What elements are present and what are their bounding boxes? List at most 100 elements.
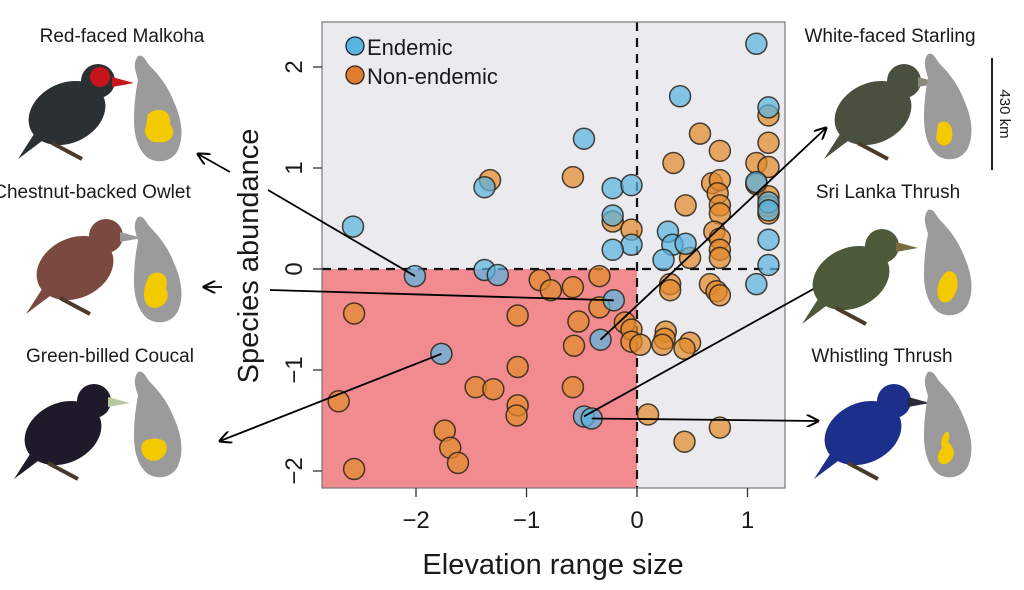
- bird-illustration: [26, 219, 142, 316]
- annotation-arrow-sri-lanka-thrush: [583, 282, 826, 418]
- y-axis-label: Species abundance: [233, 129, 265, 384]
- non-endemic-point: [673, 430, 696, 453]
- endemic-point: [757, 228, 780, 251]
- species-label: Whistling Thrush: [811, 346, 952, 367]
- range-area: [937, 271, 958, 303]
- endemic-point: [757, 199, 780, 222]
- species-panel-sri-lanka-thrush: Sri Lanka Thrush: [802, 182, 972, 326]
- x-tick-label: −2: [402, 507, 429, 534]
- non-endemic-point: [561, 375, 585, 399]
- endemic-point: [652, 248, 675, 272]
- range-area: [141, 438, 167, 461]
- island-shape: [924, 371, 972, 478]
- range-area: [937, 431, 954, 465]
- scale-bar: 430 km: [991, 58, 1013, 170]
- scale-bar-label: 430 km: [996, 89, 1013, 138]
- species-panel-red-faced-malkoha: Red-faced Malkoha: [18, 26, 205, 162]
- non-endemic-point: [708, 139, 732, 163]
- sri-lanka-range-map: [134, 55, 182, 162]
- legend: Endemic Non-endemic: [345, 35, 498, 89]
- non-endemic-point: [688, 122, 712, 145]
- annotation-line-red-faced-malkoha: [267, 189, 416, 277]
- non-endemic-point: [561, 275, 585, 299]
- y-tick-label: 2: [281, 60, 308, 73]
- legend-marker-endemic: [345, 36, 365, 56]
- annotation-lines: [198, 128, 826, 441]
- sri-lanka-range-map: [924, 53, 972, 160]
- non-endemic-point: [674, 194, 697, 217]
- non-endemic-point: [505, 404, 528, 427]
- island-shape: [134, 371, 182, 478]
- non-endemic-point: [708, 416, 732, 439]
- endemic-point: [620, 233, 643, 257]
- species-panel-white-faced-starling: White-faced Starling: [804, 26, 976, 161]
- y-axis-ticks: −2 −1 0 1 2: [281, 60, 322, 485]
- non-endemic-point: [708, 284, 732, 307]
- bird-illustration: [814, 384, 930, 481]
- endemic-point: [473, 175, 496, 199]
- non-endemic-point: [658, 278, 682, 302]
- endemic-point: [601, 238, 624, 262]
- annotation-arrow-whistling-thrush: [591, 418, 818, 421]
- species-panels: Red-faced Malkoha Chestnut-backed Owlet Gr…: [0, 26, 976, 481]
- sri-lanka-range-map: [134, 216, 182, 323]
- species-label: Chestnut-backed Owlet: [0, 182, 191, 203]
- x-tick-label: −1: [513, 507, 540, 534]
- endemic-point: [674, 232, 697, 255]
- non-endemic-point: [662, 151, 685, 175]
- species-label: Green-billed Coucal: [26, 346, 194, 367]
- annotation-line-chestnut-backed-owlet: [269, 289, 614, 302]
- non-endemic-point: [561, 165, 585, 189]
- endemic-point: [757, 96, 780, 119]
- annotation-arrow-white-faced-starling: [599, 128, 826, 341]
- data-points: [327, 32, 780, 481]
- bird-illustration: [14, 384, 130, 481]
- x-tick-label: 1: [741, 507, 754, 534]
- bird-illustration: [802, 229, 918, 326]
- legend-marker-non-endemic: [345, 65, 365, 85]
- endemic-point: [486, 263, 510, 287]
- annotation-arrow-green-billed-coucal: [220, 353, 442, 441]
- non-endemic-point: [342, 457, 366, 481]
- endemic-point: [668, 85, 692, 108]
- species-label: Sri Lanka Thrush: [816, 182, 960, 203]
- plot-frame: [321, 21, 786, 489]
- y-tick-label: −1: [281, 356, 308, 383]
- non-endemic-point: [651, 333, 674, 356]
- sri-lanka-range-map: [924, 209, 972, 316]
- plot-area: −2 −1 0 1 −2 −1 0 1 2 Elevation range size Spec…: [233, 21, 786, 581]
- island-shape: [134, 55, 182, 162]
- endemic-point: [745, 170, 768, 194]
- non-endemic-point: [673, 337, 696, 361]
- non-endemic-point: [636, 403, 660, 426]
- non-endemic-point: [506, 304, 529, 327]
- species-panel-chestnut-backed-owlet: Chestnut-backed Owlet: [0, 182, 191, 323]
- species-label: White-faced Starling: [804, 26, 975, 47]
- x-axis-ticks: −2 −1 0 1: [402, 488, 754, 534]
- endemic-point: [620, 173, 643, 197]
- non-endemic-point: [567, 310, 590, 333]
- y-tick-label: −2: [281, 457, 308, 484]
- annotation-arrow-red-faced-malkoha: [198, 154, 231, 173]
- y-tick-label: 1: [281, 161, 308, 174]
- x-axis-label: Elevation range size: [422, 549, 683, 581]
- bird-illustration: [824, 64, 940, 161]
- range-area: [144, 272, 168, 308]
- non-endemic-point: [629, 333, 652, 356]
- island-shape: [924, 209, 972, 316]
- non-endemic-point: [482, 377, 505, 401]
- non-endemic-point: [588, 264, 611, 288]
- range-area: [936, 121, 953, 146]
- species-panel-green-billed-coucal: Green-billed Coucal: [14, 346, 194, 481]
- non-endemic-point: [562, 334, 586, 358]
- non-endemic-point: [446, 451, 470, 475]
- non-endemic-point: [506, 355, 529, 379]
- non-endemic-point: [708, 246, 732, 270]
- bird-illustration: [18, 64, 134, 161]
- sri-lanka-range-map: [924, 371, 972, 478]
- endemic-point: [745, 272, 768, 296]
- species-panel-whistling-thrush: Whistling Thrush: [811, 346, 972, 481]
- legend-label-endemic: Endemic: [367, 35, 453, 60]
- species-label: Red-faced Malkoha: [40, 26, 205, 47]
